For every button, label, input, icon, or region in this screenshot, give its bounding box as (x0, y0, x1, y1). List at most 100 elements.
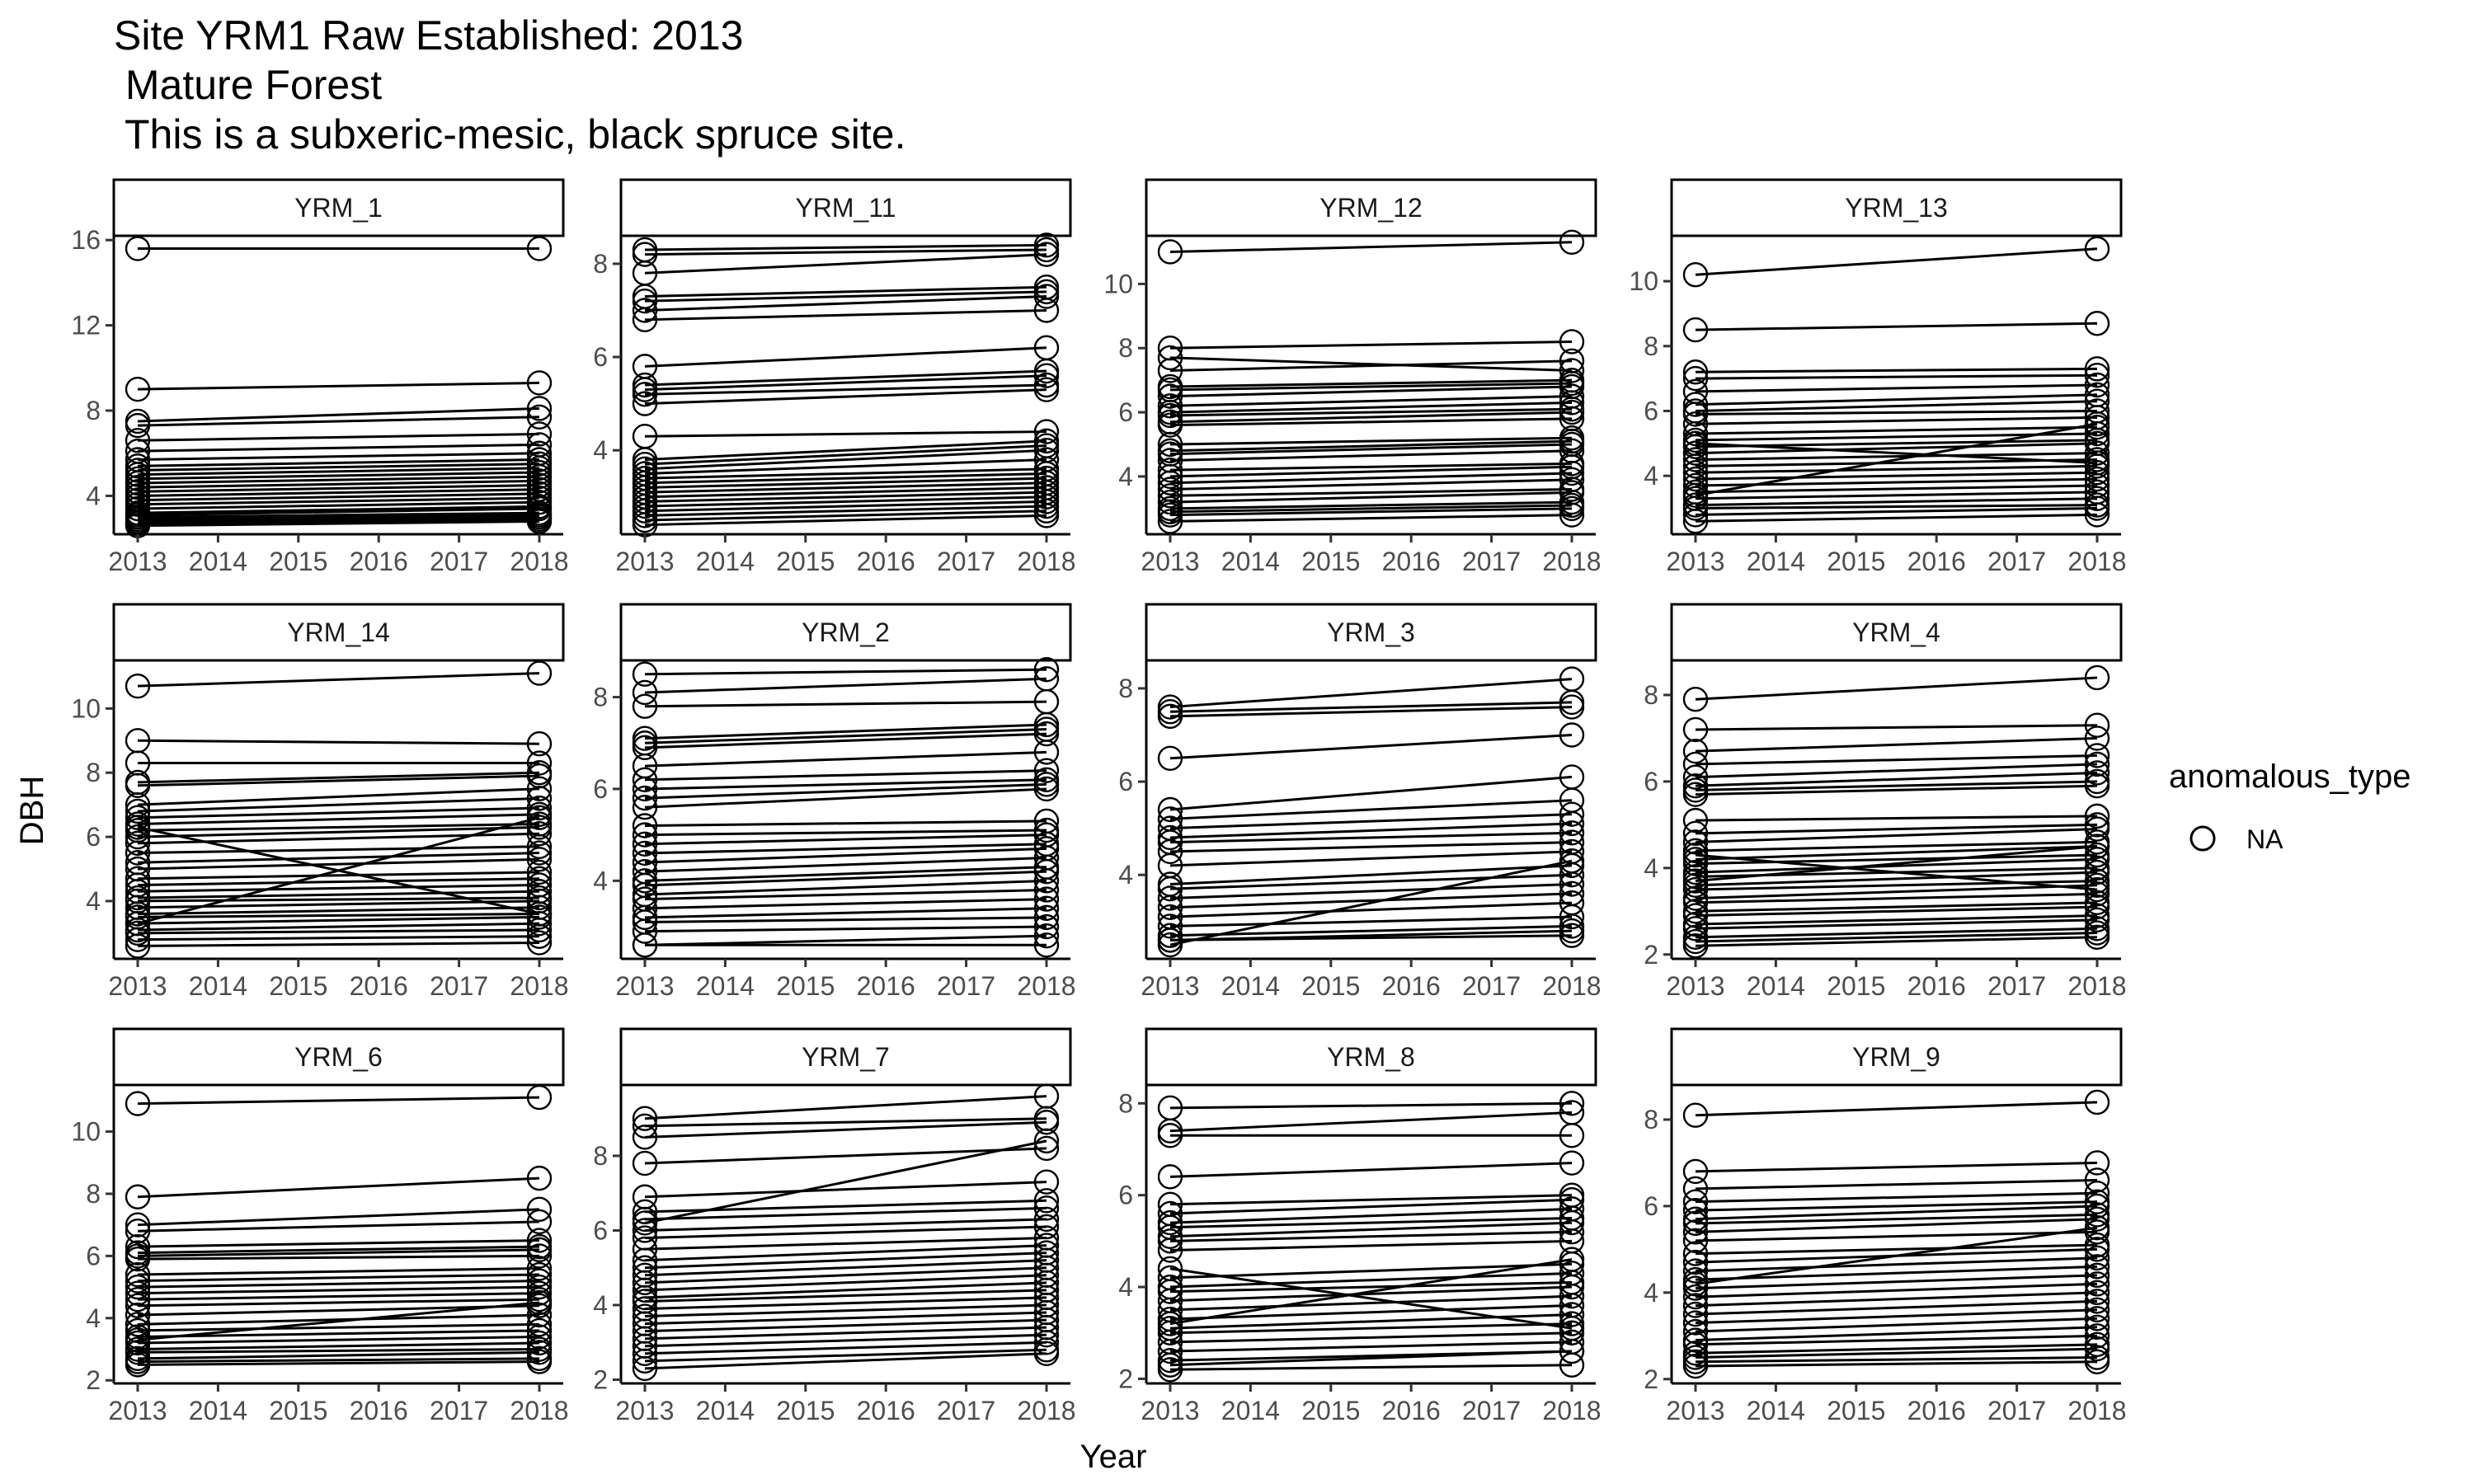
data-line (1169, 822, 1573, 839)
data-line (644, 477, 1047, 489)
data-line (1695, 1230, 2098, 1242)
x-tick-label: 2015 (1301, 547, 1360, 576)
data-point (1559, 358, 1585, 383)
data-point (1033, 1135, 1060, 1162)
data-line (1695, 1282, 2098, 1298)
data-line (137, 774, 540, 787)
data-point (125, 1268, 151, 1294)
title-line-2: Mature Forest (114, 62, 382, 108)
data-line (644, 1296, 1047, 1310)
data-point (632, 1355, 658, 1382)
data-line (1695, 400, 2098, 412)
data-line (1169, 340, 1573, 350)
y-tick-label: 4 (1644, 853, 1658, 883)
data-line (644, 1326, 1047, 1341)
data-line (644, 491, 1047, 503)
data-line (137, 857, 540, 871)
data-point (2084, 924, 2110, 950)
facet-strip-label: YRM_11 (795, 193, 896, 223)
data-line (644, 1348, 1047, 1363)
data-line (1695, 1178, 2098, 1190)
y-tick-label: 12 (71, 311, 101, 340)
data-point (526, 370, 553, 396)
data-line (137, 816, 540, 925)
data-point (1682, 716, 1709, 743)
data-line (1169, 1207, 1573, 1224)
data-point (632, 298, 658, 323)
data-line (1169, 934, 1573, 942)
data-line (137, 883, 540, 893)
data-point (526, 776, 553, 801)
data-point (526, 750, 553, 776)
data-line (137, 942, 540, 947)
data-line (644, 856, 1047, 873)
data-line (137, 1292, 540, 1301)
data-point (125, 798, 151, 824)
data-point (1682, 1331, 1709, 1357)
data-line (1695, 736, 2098, 753)
data-line (644, 934, 1047, 946)
data-line (644, 778, 1047, 791)
data-point (1682, 447, 1709, 472)
data-line (1695, 383, 2098, 393)
data-point (1033, 1128, 1060, 1154)
data-point (632, 661, 658, 687)
data-line (1695, 1343, 2098, 1355)
data-point (1559, 722, 1585, 748)
data-point (1157, 463, 1183, 490)
data-point (526, 1349, 553, 1374)
data-point (1682, 764, 1709, 790)
data-point (1157, 876, 1183, 902)
data-line (137, 1220, 540, 1233)
data-point (2084, 1297, 2110, 1323)
data-point (632, 776, 658, 802)
data-line (1695, 491, 2098, 500)
data-line (1695, 1205, 2098, 1221)
data-line (644, 369, 1047, 387)
data-point (2084, 1089, 2110, 1115)
data-point (2084, 773, 2110, 799)
data-line (137, 1285, 540, 1295)
data-point (1157, 1338, 1183, 1364)
data-line (1169, 873, 1573, 890)
data-line (1695, 927, 2098, 939)
data-line (644, 505, 1047, 517)
y-tick-label: 6 (1118, 767, 1133, 796)
legend-key-open-circle (2189, 825, 2216, 852)
data-point (632, 795, 658, 820)
data-line (137, 443, 540, 453)
data-line (1695, 1308, 2098, 1325)
data-line (1695, 871, 2098, 887)
data-line (137, 496, 540, 506)
data-line (1695, 442, 2098, 455)
data-point (632, 1210, 658, 1236)
data-point (1682, 482, 1709, 508)
data-point (1682, 1293, 1709, 1318)
data-point (2084, 486, 2110, 511)
facet-strip (1670, 1027, 2123, 1087)
data-line (644, 907, 1047, 919)
data-point (1157, 239, 1183, 265)
y-tick-label: 6 (1644, 767, 1658, 796)
facet-strip-label: YRM_12 (1319, 193, 1423, 223)
data-line (644, 925, 1047, 933)
data-point (526, 1084, 553, 1111)
x-tick-label: 2015 (776, 971, 835, 1001)
data-point (526, 1196, 553, 1223)
data-line (1169, 701, 1573, 713)
data-line (1695, 497, 2098, 507)
data-point (526, 930, 553, 956)
x-tick-label: 2014 (696, 1396, 755, 1425)
data-point (1559, 1091, 1585, 1116)
data-line (1169, 1111, 1573, 1133)
data-point (632, 1199, 658, 1225)
x-tick-label: 2017 (430, 1396, 488, 1425)
data-point (1157, 431, 1183, 458)
data-line (644, 1352, 1047, 1370)
data-line (1695, 828, 2098, 843)
data-point (1033, 1206, 1060, 1233)
data-point (1682, 420, 1709, 447)
data-line (137, 877, 540, 886)
data-point (632, 391, 658, 416)
data-line (1695, 676, 2098, 701)
